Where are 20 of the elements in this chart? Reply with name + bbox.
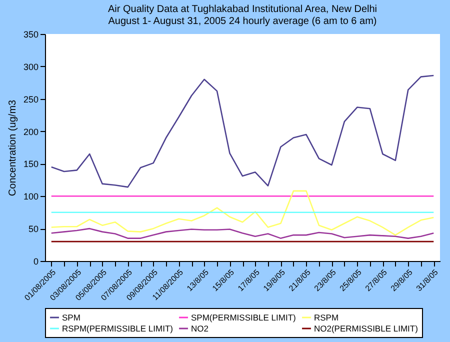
chart-subtitle: August 1- August 31, 2005 24 hourly average (6 am to 6 am)	[108, 16, 377, 27]
y-tick-label: 150	[23, 159, 38, 170]
legend-label: NO2	[191, 324, 209, 334]
y-tick-label: 300	[23, 62, 38, 72]
line-series	[50, 74, 434, 188]
y-axis-title: Concentration (ug/m3	[7, 99, 18, 196]
legend-label: NO2(PERMISSIBLE LIMIT)	[314, 324, 418, 334]
legend-label: SPM(PERMISSIBLE LIMIT)	[191, 312, 296, 322]
y-tick-label: 100	[23, 192, 38, 202]
line-series	[50, 228, 434, 239]
y-tick-label: 250	[23, 94, 38, 104]
y-tick-label: 200	[23, 126, 38, 137]
y-tick-label: 50	[28, 224, 38, 234]
legend-label: RSPM(PERMISSIBLE LIMIT)	[62, 324, 174, 334]
legend-label: SPM	[62, 312, 80, 322]
y-tick-label: 350	[23, 30, 38, 40]
chart-title: Air Quality Data at Tughlakabad Institutional Area, New Delhi	[108, 4, 378, 15]
legend-label: RSPM	[314, 312, 339, 322]
y-tick-label: 0	[33, 256, 38, 266]
line-series	[50, 190, 434, 236]
